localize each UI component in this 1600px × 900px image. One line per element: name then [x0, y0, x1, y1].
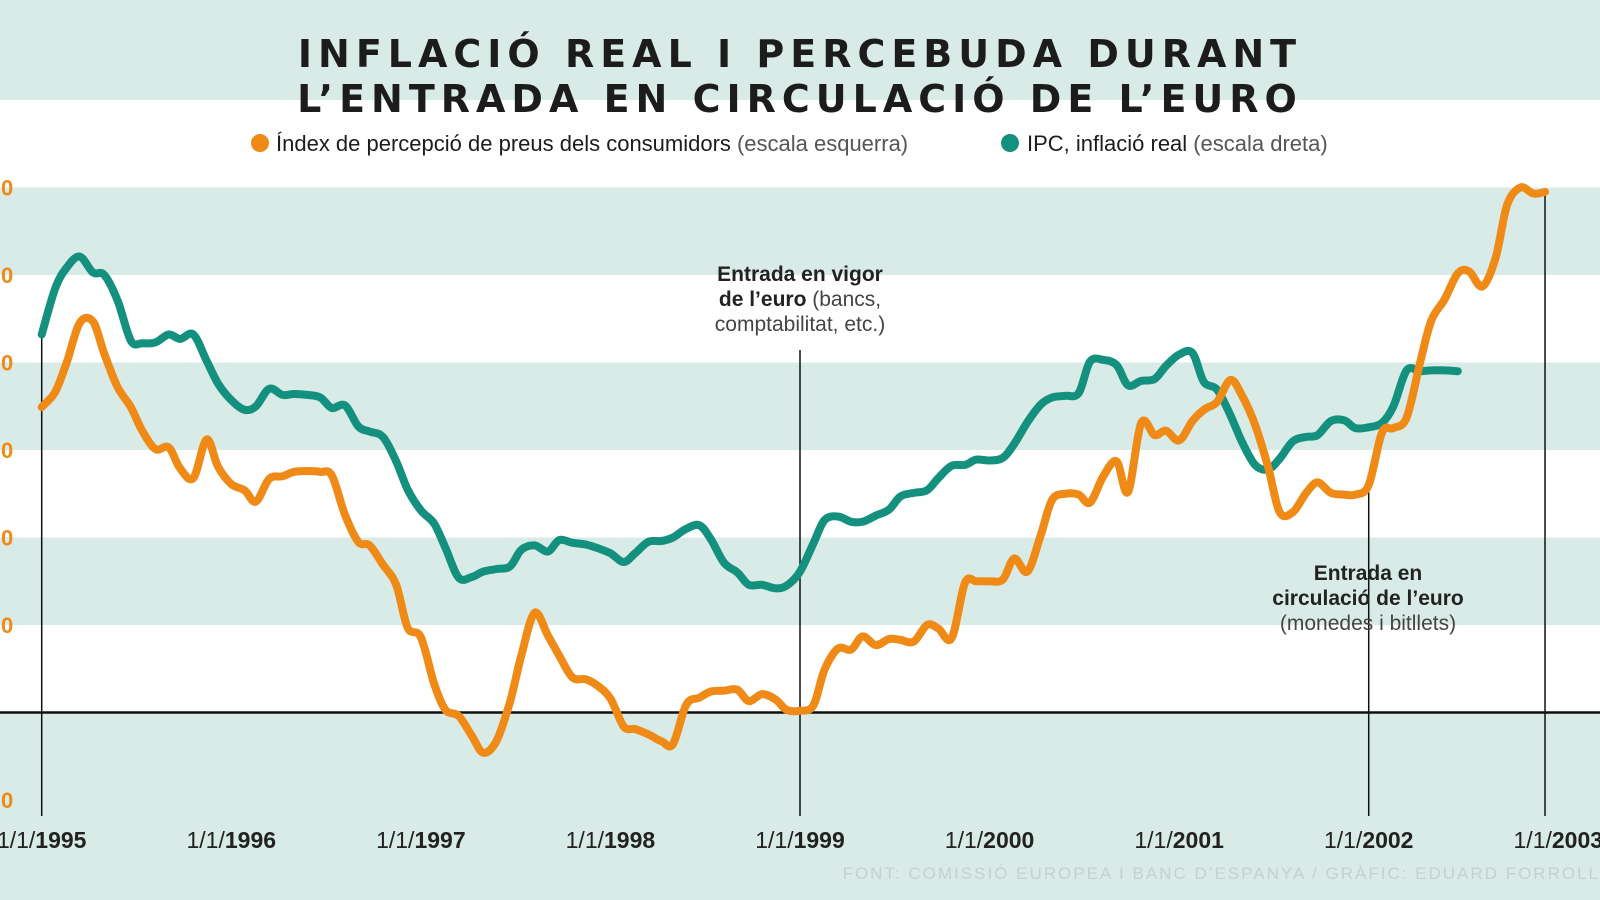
- annotation-circ-line3: (monedes i bitllets): [1280, 612, 1456, 635]
- series-line-percepcio: [37, 183, 1549, 757]
- x-tick-prefix: 1/1/: [1514, 827, 1553, 853]
- x-tick-label: 1/1/1996: [187, 827, 277, 853]
- x-tick-prefix: 1/1/: [566, 827, 605, 853]
- annotation-circ-line2: circulació de l’euro: [1272, 587, 1463, 610]
- y-axis-left-labels: 0 0 0 0 0 0 0: [1, 176, 13, 814]
- annotation-circ-line1: Entrada en: [1314, 562, 1423, 585]
- x-tick-label: 1/1/2003: [1514, 827, 1600, 853]
- x-tick-year: 1995: [35, 827, 86, 853]
- x-tick-year: 2001: [1173, 827, 1224, 853]
- series-lines: [37, 183, 1549, 757]
- annotation-euro-circulacio: Entrada en circulació de l’euro (monedes…: [1272, 562, 1463, 635]
- x-tick-prefix: 1/1/: [945, 827, 984, 853]
- legend-teal-label: IPC, inflació real (escala dreta): [1027, 131, 1328, 156]
- x-tick-year: 1999: [794, 827, 845, 853]
- x-tick-label: 1/1/2002: [1324, 827, 1414, 853]
- x-tick-year: 2003: [1552, 827, 1600, 853]
- band-light: [0, 275, 1600, 363]
- x-tick-prefix: 1/1/: [187, 827, 226, 853]
- title-line-2: L’ENTRADA EN CIRCULACIÓ DE L’EURO: [297, 77, 1303, 121]
- annotation-vigor-line3: comptabilitat, etc.): [715, 313, 885, 336]
- x-tick-prefix: 1/1/: [1324, 827, 1363, 853]
- legend-orange-marker: [251, 134, 269, 152]
- legend-orange-note: (escala esquerra): [737, 131, 908, 156]
- legend: Índex de percepció de preus dels consumi…: [251, 131, 1328, 156]
- x-tick-label: 1/1/2001: [1134, 827, 1224, 853]
- y-tick-label: 0: [1, 351, 13, 376]
- legend-teal-note: (escala dreta): [1193, 131, 1328, 156]
- x-tick-label: 1/1/1997: [376, 827, 466, 853]
- x-tick-prefix: 1/1/: [376, 827, 415, 853]
- x-tick-label: 1/1/1995: [0, 827, 87, 853]
- x-tick-label: 1/1/2000: [945, 827, 1035, 853]
- x-tick-year: 1998: [604, 827, 655, 853]
- annotation-vigor-line1: Entrada en vigor: [717, 263, 883, 286]
- legend-teal-name: IPC, inflació real: [1027, 131, 1187, 156]
- x-axis-labels: 1/1/1995 1/1/1996 1/1/1997 1/1/1998 1/1/1999…: [0, 827, 1600, 853]
- x-tick-year: 2002: [1362, 827, 1413, 853]
- y-tick-label: 0: [1, 788, 13, 813]
- source-credit: FONT: COMISSIÓ EUROPEA I BANC D’ESPANYA …: [843, 864, 1600, 883]
- x-tick-year: 1997: [414, 827, 465, 853]
- legend-orange-label: Índex de percepció de preus dels consumi…: [276, 131, 908, 156]
- y-tick-label: 0: [1, 613, 13, 638]
- annotation-euro-vigor: Entrada en vigor de l’euro (bancs, compt…: [715, 263, 885, 336]
- x-tick-label: 1/1/1999: [755, 827, 845, 853]
- legend-orange-name: Índex de percepció de preus dels consumi…: [276, 131, 731, 156]
- title-line-1: INFLACIÓ REAL I PERCEBUDA DURANT: [298, 32, 1302, 76]
- legend-teal-marker: [1001, 134, 1019, 152]
- annotation-vigor-line2: de l’euro (bancs,: [719, 288, 881, 311]
- x-tick-prefix: 1/1/: [755, 827, 794, 853]
- y-tick-label: 0: [1, 438, 13, 463]
- x-tick-prefix: 1/1/: [1134, 827, 1173, 853]
- x-tick-prefix: 1/1/: [0, 827, 36, 853]
- chart-title: INFLACIÓ REAL I PERCEBUDA DURANT L’ENTRA…: [297, 32, 1303, 121]
- x-tick-year: 1996: [225, 827, 276, 853]
- annotation-vigor-line2-rest: (bancs,: [806, 288, 881, 311]
- y-tick-label: 0: [1, 176, 13, 201]
- annotation-vigor-line2-bold: de l’euro: [719, 288, 807, 311]
- y-tick-label: 0: [1, 263, 13, 288]
- y-tick-label: 0: [1, 526, 13, 551]
- x-tick-label: 1/1/1998: [566, 827, 656, 853]
- x-tick-year: 2000: [983, 827, 1034, 853]
